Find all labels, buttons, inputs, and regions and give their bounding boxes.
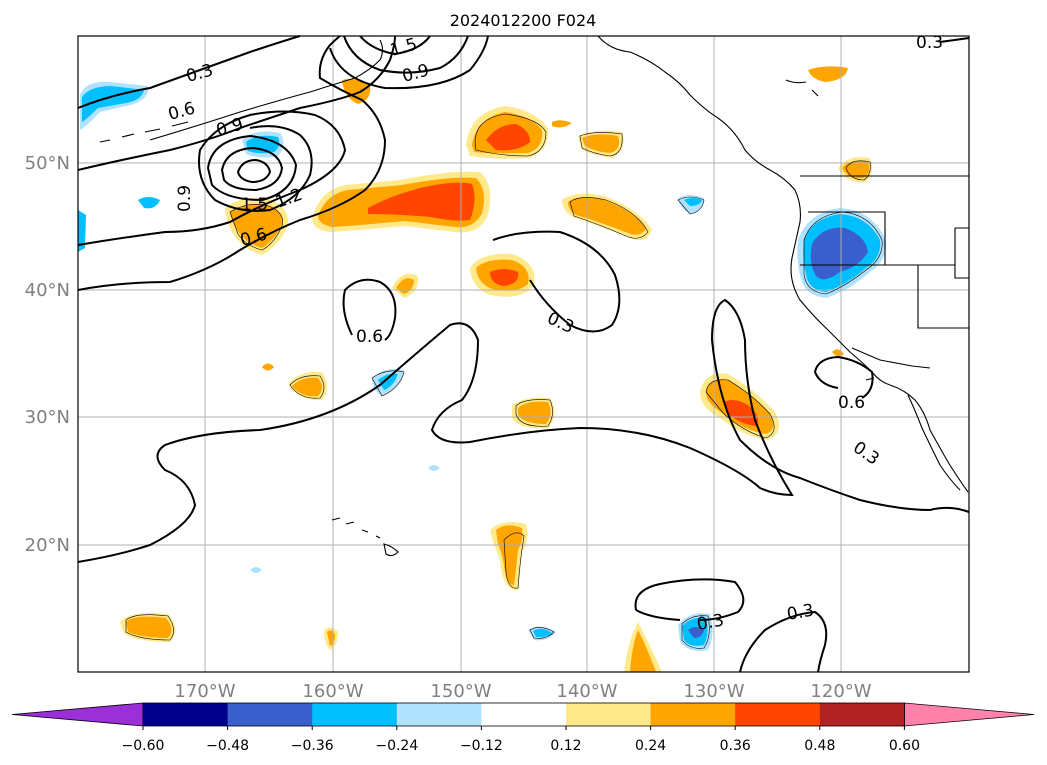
map-frame bbox=[77, 35, 970, 673]
lon-tick-label: 150°W bbox=[430, 681, 491, 702]
north-america-coastline bbox=[597, 35, 969, 493]
positive-anomaly-area bbox=[808, 66, 848, 82]
negative-anomaly-area bbox=[533, 628, 552, 638]
contour-line bbox=[359, 35, 431, 56]
positive-anomaly-area bbox=[486, 124, 530, 151]
colorbar-swatch bbox=[819, 703, 905, 726]
contour-line bbox=[634, 578, 745, 621]
contour-line bbox=[492, 230, 621, 333]
lat-tick-label: 20°N bbox=[25, 535, 70, 556]
map-title: 2024012200 F024 bbox=[450, 11, 597, 30]
lon-tick-label: 130°W bbox=[683, 681, 744, 702]
latitude-labels: 50°N 40°N 30°N 20°N bbox=[25, 153, 70, 556]
colorbar-extension-high bbox=[904, 702, 1035, 727]
contour-label: 0.3 bbox=[785, 601, 815, 625]
positive-anomaly-area bbox=[582, 134, 619, 153]
contour-line bbox=[342, 278, 397, 341]
negative-anomaly-area bbox=[82, 86, 144, 122]
contour-label: 1.5 bbox=[241, 195, 268, 215]
colorbar-tick-label: 0.12 bbox=[550, 738, 581, 754]
contour-label: 0.9 bbox=[175, 185, 195, 212]
colorbar-tick-label: 0.36 bbox=[720, 738, 751, 754]
colorbar-swatch bbox=[481, 703, 567, 726]
positive-anomaly-area bbox=[630, 630, 656, 672]
positive-anomaly-area bbox=[262, 363, 274, 371]
negative-anomaly-area bbox=[684, 198, 702, 206]
colorbar-ticks: −0.60 −0.48 −0.36 −0.24 −0.12 0.12 0.24 0.36 0.4… bbox=[122, 726, 920, 754]
contour-label: 0.6 bbox=[356, 327, 383, 347]
contour-line bbox=[77, 110, 347, 246]
colorbar-tick-label: −0.24 bbox=[375, 738, 418, 754]
negative-anomaly-area bbox=[378, 373, 398, 390]
contour-lines bbox=[77, 35, 970, 673]
positive-anomaly-area bbox=[496, 525, 523, 586]
contour-line bbox=[220, 146, 284, 192]
contour-line bbox=[329, 35, 489, 90]
positive-anomaly-area bbox=[368, 182, 475, 221]
colorbar-swatch bbox=[312, 703, 398, 726]
positive-anomaly-area bbox=[490, 269, 519, 286]
lat-tick-label: 50°N bbox=[25, 153, 70, 174]
colorbar-swatch bbox=[735, 703, 821, 726]
lon-tick-label: 160°W bbox=[302, 681, 363, 702]
contour-line bbox=[739, 610, 828, 673]
hawaii-islands bbox=[331, 517, 399, 557]
colorbar-extension-low bbox=[11, 702, 144, 727]
negative-anomaly-area bbox=[138, 197, 160, 209]
contour-label: 0.3 bbox=[916, 33, 943, 53]
colorbar-tick-label: −0.12 bbox=[460, 738, 503, 754]
negative-anomaly-area bbox=[78, 210, 86, 252]
negative-anomaly-area bbox=[250, 567, 262, 573]
contour-line bbox=[343, 35, 469, 74]
colorbar-tick-label: −0.36 bbox=[291, 738, 334, 754]
contour-line bbox=[206, 134, 298, 202]
negative-anomaly-area bbox=[810, 227, 868, 280]
contour-line bbox=[939, 37, 970, 43]
positive-anomaly-area bbox=[342, 78, 371, 104]
colorbar-tick-label: 0.48 bbox=[804, 738, 835, 754]
colorbar-swatch bbox=[650, 703, 736, 726]
positive-anomaly-area bbox=[518, 401, 551, 424]
colorbar-swatch bbox=[396, 703, 482, 726]
coastlines bbox=[99, 35, 969, 557]
contour-line bbox=[813, 355, 874, 399]
lon-tick-label: 140°W bbox=[556, 681, 617, 702]
colorbar-swatches bbox=[11, 702, 1035, 727]
positive-anomaly-area bbox=[292, 377, 322, 397]
contour-label: 0.3 bbox=[695, 611, 725, 635]
colorbar-tick-label: −0.60 bbox=[122, 738, 165, 754]
lon-tick-label: 120°W bbox=[810, 681, 871, 702]
colorbar: −0.60 −0.48 −0.36 −0.24 −0.12 0.12 0.24 0.36 0.4… bbox=[11, 702, 1035, 754]
longitude-labels: 170°W 160°W 150°W 140°W 130°W 120°W bbox=[174, 681, 871, 702]
positive-anomaly-area bbox=[552, 120, 572, 128]
contour-line bbox=[77, 35, 387, 291]
colorbar-tick-label: −0.48 bbox=[206, 738, 249, 754]
mexico-border bbox=[851, 347, 931, 369]
contour-line bbox=[77, 298, 970, 563]
us-state-borders bbox=[800, 211, 969, 329]
anomaly-outlines bbox=[125, 113, 883, 649]
negative-anomaly-area bbox=[688, 627, 704, 638]
aleutian-chain bbox=[99, 121, 189, 143]
contour-label: 0.6 bbox=[838, 393, 865, 413]
contour-line bbox=[77, 35, 396, 171]
colorbar-swatch bbox=[143, 703, 229, 726]
colorbar-swatch bbox=[227, 703, 313, 726]
positive-anomaly-area bbox=[126, 616, 172, 638]
colorbar-tick-label: 0.60 bbox=[889, 738, 920, 754]
contour-line bbox=[77, 35, 301, 109]
negative-anomaly-area bbox=[428, 465, 440, 471]
map-gridlines bbox=[78, 36, 969, 672]
baja-coastline bbox=[907, 394, 961, 491]
colorbar-tick-label: 0.24 bbox=[635, 738, 666, 754]
positive-anomaly-area bbox=[724, 400, 759, 426]
lon-tick-label: 170°W bbox=[174, 681, 235, 702]
contour-line bbox=[236, 158, 272, 184]
lat-tick-label: 40°N bbox=[25, 280, 70, 301]
colorbar-swatch bbox=[566, 703, 652, 726]
colorbar-border bbox=[142, 702, 905, 727]
alaska-coastline bbox=[149, 39, 384, 141]
lat-tick-label: 30°N bbox=[25, 407, 70, 428]
